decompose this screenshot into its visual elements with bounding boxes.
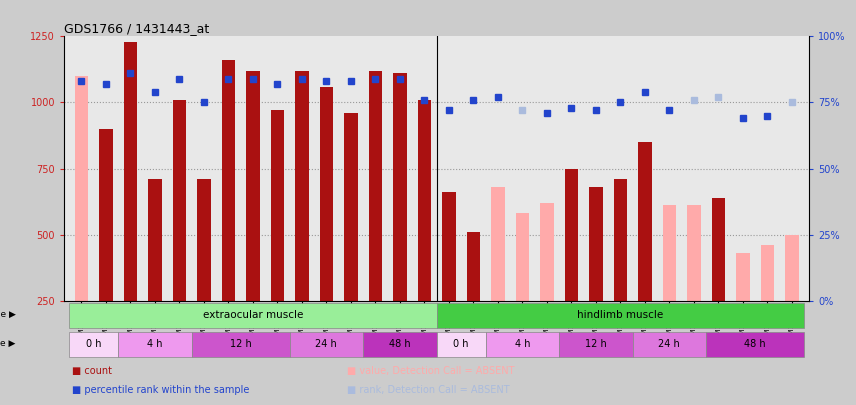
Bar xyxy=(222,60,235,301)
Bar xyxy=(118,332,192,357)
Bar xyxy=(123,42,137,301)
Text: time ▶: time ▶ xyxy=(0,339,15,348)
Text: 48 h: 48 h xyxy=(744,339,766,349)
Text: 4 h: 4 h xyxy=(514,339,530,349)
Bar xyxy=(736,253,750,301)
Bar xyxy=(442,192,455,301)
Bar xyxy=(418,100,431,301)
Bar xyxy=(485,332,559,357)
Bar xyxy=(295,71,308,301)
Text: ■ count: ■ count xyxy=(72,366,111,375)
Bar xyxy=(437,303,804,328)
Bar xyxy=(540,203,554,301)
Bar xyxy=(663,205,676,301)
Text: hindlimb muscle: hindlimb muscle xyxy=(577,309,663,320)
Bar xyxy=(148,179,162,301)
Bar xyxy=(559,332,633,357)
Bar xyxy=(246,71,259,301)
Text: 0 h: 0 h xyxy=(454,339,469,349)
Text: 12 h: 12 h xyxy=(229,339,252,349)
Text: 24 h: 24 h xyxy=(658,339,681,349)
Bar xyxy=(633,332,706,357)
Text: ■ rank, Detection Call = ABSENT: ■ rank, Detection Call = ABSENT xyxy=(348,386,510,395)
Bar xyxy=(589,187,603,301)
Bar xyxy=(369,71,382,301)
Bar xyxy=(760,245,774,301)
Bar xyxy=(706,332,804,357)
Bar xyxy=(437,332,485,357)
Bar xyxy=(99,129,113,301)
Text: 0 h: 0 h xyxy=(86,339,101,349)
Bar xyxy=(638,142,651,301)
Bar xyxy=(491,187,504,301)
Bar xyxy=(711,198,725,301)
Bar xyxy=(687,205,700,301)
Bar xyxy=(393,73,407,301)
Text: 24 h: 24 h xyxy=(316,339,337,349)
Text: cell type ▶: cell type ▶ xyxy=(0,310,15,319)
Text: 48 h: 48 h xyxy=(389,339,411,349)
Bar xyxy=(344,113,358,301)
Bar xyxy=(74,76,88,301)
Text: 12 h: 12 h xyxy=(585,339,607,349)
Bar xyxy=(565,168,578,301)
Bar xyxy=(173,100,186,301)
Text: 4 h: 4 h xyxy=(147,339,163,349)
Text: GDS1766 / 1431443_at: GDS1766 / 1431443_at xyxy=(64,22,210,35)
Text: ■ value, Detection Call = ABSENT: ■ value, Detection Call = ABSENT xyxy=(348,366,514,375)
Bar xyxy=(192,332,289,357)
Text: ■ percentile rank within the sample: ■ percentile rank within the sample xyxy=(72,386,249,395)
Bar xyxy=(197,179,211,301)
Bar xyxy=(289,332,363,357)
Bar xyxy=(363,332,437,357)
Bar xyxy=(515,213,529,301)
Bar xyxy=(319,87,333,301)
Text: extraocular muscle: extraocular muscle xyxy=(203,309,303,320)
Bar xyxy=(785,234,799,301)
Bar xyxy=(467,232,480,301)
Bar xyxy=(614,179,627,301)
Bar xyxy=(69,303,437,328)
Bar xyxy=(69,332,118,357)
Bar xyxy=(270,111,284,301)
